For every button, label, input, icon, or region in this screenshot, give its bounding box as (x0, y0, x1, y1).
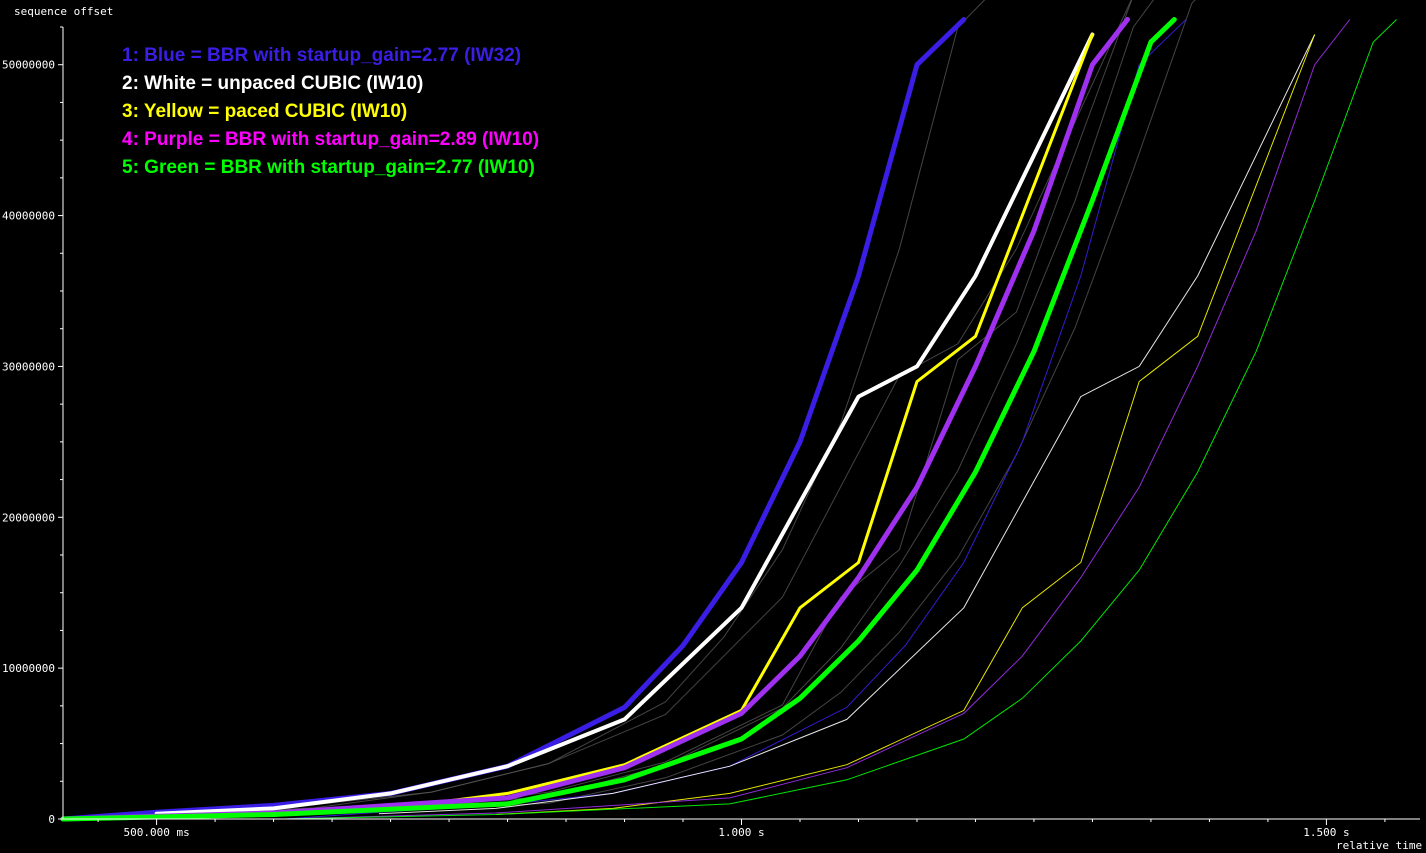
background-trace-line (103, 0, 1196, 820)
x-tick-label: 1.500 s (1303, 826, 1349, 839)
legend-item-blue: 1: Blue = BBR with startup_gain=2.77 (IW… (122, 45, 522, 66)
legend: 1: Blue = BBR with startup_gain=2.77 (IW… (122, 42, 539, 182)
series-ack-line-3 (495, 34, 1316, 815)
legend-item-purple: 4: Purple = BBR with startup_gain=2.89 (… (122, 129, 540, 150)
legend-item-white: 2: White = unpaced CUBIC (IW10) (122, 73, 424, 94)
y-tick-label: 50000000 (2, 59, 55, 72)
axes: 0 10000000 20000000 30000000 40000000 5000000… (2, 26, 1420, 839)
legend-item-green: 5: Green = BBR with startup_gain=2.77 (I… (122, 157, 535, 178)
series-ack-line-4 (285, 19, 1351, 820)
background-trace-line (197, 0, 1132, 814)
y-axis-label: sequence offset (14, 5, 114, 18)
series-line-4 (60, 17, 1130, 822)
y-tick-label: 40000000 (2, 210, 55, 223)
y-tick-label: 20000000 (2, 511, 55, 524)
x-tick-label: 1.000 s (718, 826, 764, 839)
series-line-1 (60, 17, 967, 822)
x-tick-label: 500.000 ms (123, 826, 189, 839)
series-line-5 (60, 17, 1177, 822)
x-axis-label: relative time (1336, 839, 1423, 852)
y-tick-label: 30000000 (2, 360, 55, 373)
series-layer (60, 17, 1397, 822)
series-ack-line-5 (285, 19, 1397, 820)
legend-item-yellow: 3: Yellow = paced CUBIC (IW10) (122, 101, 408, 122)
y-tick-label: 0 (48, 813, 55, 826)
series-ack-line-2 (378, 34, 1316, 815)
series-line-2 (154, 32, 1095, 816)
y-tick-label: 10000000 (2, 662, 55, 675)
